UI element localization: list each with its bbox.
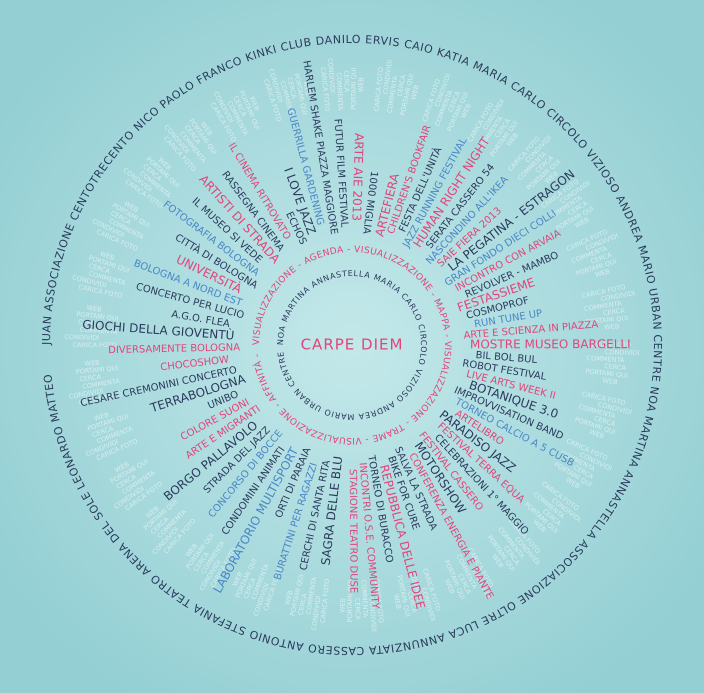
action-word: CERCA — [79, 373, 102, 384]
event-label: MOSTRE MUSEO BARGELLI — [470, 337, 631, 351]
action-group: WEB — [283, 590, 294, 606]
action-word: WEB — [283, 590, 294, 606]
event-label: STAGIONE TEATRO DUSE — [347, 469, 359, 593]
action-group: CONDIVIDI — [605, 348, 640, 357]
action-group: COMMENTA — [586, 354, 625, 364]
action-group: CERCA — [342, 70, 350, 93]
action-word: CERCA — [78, 318, 101, 328]
event-label: DIVERSAMENTE BOLOGNA — [108, 342, 240, 356]
action-word: WEB — [339, 598, 348, 613]
action-group: PORTAMI QUI — [350, 68, 358, 111]
action-word: WEB — [93, 411, 110, 423]
action-word: WEB — [357, 77, 366, 92]
action-word: CERCA — [342, 70, 350, 93]
action-word: PORTAMI QUI — [346, 580, 354, 623]
action-word: COMMENTA — [359, 580, 369, 619]
action-group: CERCA — [603, 307, 626, 318]
event-spoke: STAGIONE TEATRO DUSE — [347, 469, 359, 593]
action-word: CERCA — [353, 598, 361, 621]
action-word: WEB — [594, 267, 611, 279]
action-group: WEB — [604, 322, 620, 331]
action-word: WEB — [602, 376, 618, 386]
action-group: CONDIVIDI — [326, 58, 337, 93]
event-spoke: BIL BOL BUL — [475, 350, 538, 366]
action-group: CARICA FOTO — [587, 341, 631, 349]
action-group: WEB — [339, 598, 348, 613]
action-group: COMMENTA — [359, 580, 369, 619]
action-word: CARICA FOTO — [587, 341, 631, 349]
action-group: CARICA FOTO — [73, 341, 117, 349]
action-group: WEB — [594, 267, 611, 279]
event-spoke: DIVERSAMENTE BOLOGNA — [108, 342, 240, 356]
action-word: WEB — [302, 80, 312, 96]
action-group: CERCA — [353, 598, 361, 621]
action-group: COMMENTA — [335, 72, 345, 111]
center-title: CARPE DIEM — [301, 336, 404, 354]
action-word: CONDIVIDI — [64, 333, 99, 342]
action-word: CONDIVIDI — [326, 58, 337, 93]
action-group: CONDIVIDI — [64, 333, 99, 342]
action-word: WEB — [409, 84, 420, 100]
event-spoke: MOSTRE MUSEO BARGELLI — [470, 337, 631, 351]
action-word: WEB — [392, 593, 402, 609]
action-group: CERCA — [79, 373, 102, 384]
action-group: WEB — [392, 593, 402, 609]
action-group: WEB — [602, 376, 618, 386]
action-word: COMMENTA — [79, 326, 118, 336]
action-group: WEB — [302, 80, 312, 96]
action-word: COMMENTA — [335, 72, 345, 111]
action-group: CONDIVIDI — [367, 597, 378, 632]
action-word: WEB — [84, 359, 100, 368]
action-word: CONDIVIDI — [367, 597, 378, 632]
action-group: WEB — [357, 77, 366, 92]
action-word: WEB — [86, 304, 102, 314]
action-group: CERCA — [604, 362, 627, 372]
action-word: CERCA — [604, 362, 627, 372]
action-word: PORTAMI QUI — [350, 68, 358, 111]
action-word: COMMENTA — [586, 354, 625, 364]
action-group: WEB — [409, 84, 420, 100]
action-word: CARICA FOTO — [73, 341, 117, 349]
action-word: CONDIVIDI — [605, 348, 640, 357]
event-label: ARTE AIE 2013 — [349, 133, 366, 221]
action-group: WEB — [86, 304, 102, 314]
action-group: CERCA — [78, 318, 101, 328]
action-group: COMMENTA — [79, 326, 118, 336]
action-group: WEB — [84, 359, 100, 368]
action-group: PORTAMI QUI — [346, 580, 354, 623]
event-spoke: ARTE AIE 2013 — [349, 133, 366, 221]
event-label: BIL BOL BUL — [475, 350, 538, 366]
action-word: WEB — [604, 322, 620, 331]
action-word: CERCA — [603, 307, 626, 318]
action-group: WEB — [93, 411, 110, 423]
